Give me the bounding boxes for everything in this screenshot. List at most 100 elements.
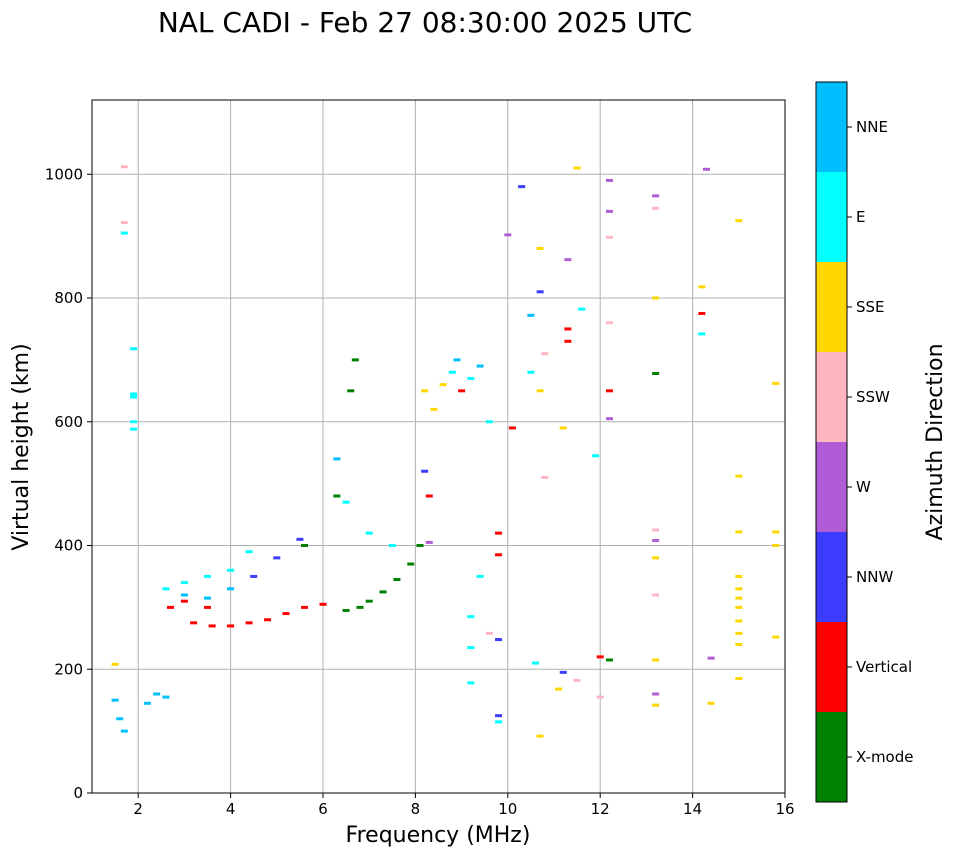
y-axis-label: Virtual height (km): [9, 343, 34, 550]
colorbar-segment: [816, 442, 847, 532]
echo-cell-e: [467, 681, 475, 685]
colorbar-segment: [816, 532, 847, 622]
echo-cell-sse: [735, 643, 743, 646]
echo-cell-x-mode: [652, 371, 660, 375]
colorbar-segment: [816, 622, 847, 712]
echo-cell-e: [342, 500, 350, 504]
colorbar-segment: [816, 712, 847, 802]
echo-cell-ssw: [605, 235, 613, 239]
echo-cell-sse: [555, 687, 563, 691]
echo-cell-sse: [111, 662, 119, 666]
colorbar-label: Vertical: [856, 658, 912, 676]
echo-cell-w: [504, 233, 512, 237]
echo-cell-nne: [227, 587, 235, 591]
echo-cell-e: [495, 720, 503, 724]
echo-cell-sse: [735, 474, 743, 478]
echo-cell-nnw: [518, 185, 526, 189]
colorbar-segment: [816, 352, 847, 442]
echo-cell-vertical: [245, 621, 253, 625]
plot-area: 2 4 6 8 10 12 14 16 0 200 400 600 800 1000: [45, 99, 795, 818]
echo-cell-w: [425, 540, 433, 544]
echo-cell-sse: [735, 677, 743, 681]
colorbar-label: SSW: [856, 388, 890, 406]
echo-cell-vertical: [605, 389, 613, 393]
echo-cell-nne: [143, 701, 151, 705]
echo-cell-nnw: [273, 556, 281, 560]
echo-cell-e: [227, 568, 235, 572]
echo-cell-sse: [573, 166, 581, 170]
echo-cell-vertical: [564, 327, 572, 331]
x-tick-label: 8: [411, 800, 421, 818]
y-tick-label: 800: [54, 289, 83, 307]
echo-cell-vertical: [180, 599, 188, 603]
echo-cell-ssw: [120, 165, 128, 169]
echo-cell-sse: [772, 544, 780, 547]
echo-cell-nne: [111, 698, 119, 702]
echo-cell-ssw: [652, 206, 660, 210]
echo-cells: [111, 165, 780, 738]
echo-cell-nnw: [250, 574, 258, 578]
echo-cell-x-mode: [379, 590, 387, 594]
echo-cell-nne: [453, 358, 461, 362]
echo-cell-ssw: [605, 321, 613, 325]
echo-cell-nne: [333, 457, 341, 461]
colorbar-title: Azimuth Direction: [923, 343, 948, 540]
x-tick-label: 2: [133, 800, 143, 818]
plot-background: [92, 100, 785, 793]
y-tick-label: 200: [54, 660, 83, 678]
echo-cell-x-mode: [365, 599, 373, 603]
echo-cell-ssw: [652, 528, 660, 532]
colorbar-segment: [816, 82, 847, 172]
colorbar-segment: [816, 262, 847, 352]
echo-cell-sse: [421, 389, 429, 393]
echo-cell-x-mode: [351, 358, 359, 362]
colorbar-label: SSE: [856, 298, 885, 316]
echo-cell-nne: [153, 692, 161, 696]
echo-cell-sse: [652, 658, 660, 662]
x-tick-label: 4: [226, 800, 236, 818]
echo-cell-sse: [652, 703, 660, 707]
echo-cell-x-mode: [416, 544, 424, 547]
echo-cell-ssw: [541, 352, 549, 356]
echo-cell-nnw: [421, 469, 429, 473]
echo-cell-w: [564, 258, 572, 262]
echo-cell-sse: [559, 426, 567, 430]
echo-cell-ssw: [573, 678, 581, 682]
echo-cell-e: [532, 661, 540, 665]
echo-cell-sse: [772, 635, 780, 639]
echo-cell-e: [204, 574, 211, 578]
echo-cell-x-mode: [333, 494, 341, 498]
colorbar-label: W: [856, 478, 871, 496]
x-tick-label: 12: [591, 800, 610, 818]
echo-cell-vertical: [190, 621, 198, 625]
echo-cell-e: [130, 395, 138, 399]
echo-cell-sse: [698, 285, 706, 289]
echo-cell-ssw: [485, 631, 493, 635]
echo-cell-sse: [707, 701, 715, 705]
echo-cell-vertical: [458, 389, 466, 393]
echo-cell-sse: [652, 296, 660, 300]
x-tick-label: 14: [683, 800, 702, 818]
echo-cell-sse: [430, 407, 438, 411]
echo-cell-e: [130, 347, 138, 351]
y-tick-label: 0: [73, 784, 83, 802]
echo-cell-sse: [652, 556, 660, 560]
echo-cell-nnw: [559, 670, 567, 674]
echo-cell-sse: [735, 574, 743, 578]
echo-cell-vertical: [319, 602, 327, 606]
x-axis-ticks: 2 4 6 8 10 12 14 16: [133, 793, 795, 818]
x-tick-label: 16: [775, 800, 794, 818]
echo-cell-w: [652, 194, 660, 198]
echo-cell-sse: [735, 605, 743, 609]
echo-cell-sse: [536, 389, 544, 393]
echo-cell-e: [698, 332, 706, 336]
echo-cell-w: [707, 656, 715, 660]
echo-cell-e: [120, 231, 128, 235]
echo-cell-x-mode: [342, 608, 350, 612]
echo-cell-vertical: [227, 624, 235, 628]
colorbar-segment: [816, 172, 847, 262]
echo-cell-vertical: [167, 605, 175, 609]
echo-cell-vertical: [564, 339, 572, 343]
echo-cell-e: [448, 370, 456, 374]
echo-cell-e: [467, 646, 475, 650]
